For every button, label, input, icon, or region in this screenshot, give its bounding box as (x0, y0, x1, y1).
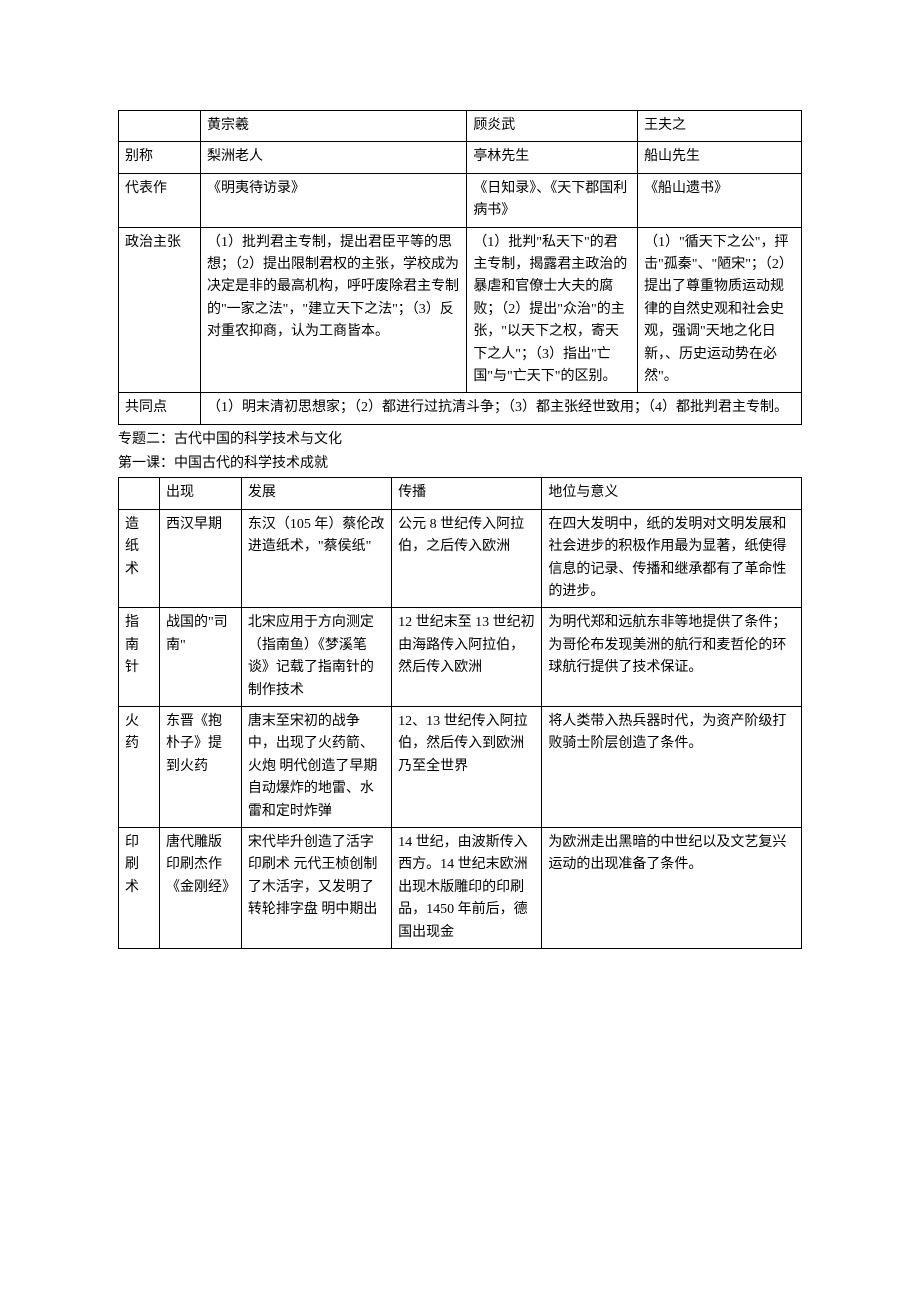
table-row: 火药 东晋《抱朴子》提到火药 唐末至宋初的战争中，出现了火药箭、火炮 明代创造了… (119, 706, 802, 827)
cell: 为明代郑和远航东非等地提供了条件；为哥伦布发现美洲的航行和麦哲伦的环球航行提供了… (542, 608, 802, 707)
cell: 北宋应用于方向测定（指南鱼）《梦溪笔谈》记载了指南针的制作技术 (241, 608, 391, 707)
cell (119, 111, 201, 142)
table-row: 别称 梨洲老人 亭林先生 船山先生 (119, 142, 802, 173)
cell: 传播 (392, 478, 542, 509)
thinkers-table: 黄宗羲 顾炎武 王夫之 别称 梨洲老人 亭林先生 船山先生 代表作 《明夷待访录… (118, 110, 802, 425)
cell: （1）批判"私天下"的君主专制，揭露君主政治的暴虐和官僚士大夫的腐败；（2）提出… (467, 227, 638, 393)
cell: 唐末至宋初的战争中，出现了火药箭、火炮 明代创造了早期自动爆炸的地雷、水雷和定时… (241, 706, 391, 827)
table-row: 出现 发展 传播 地位与意义 (119, 478, 802, 509)
cell: 共同点 (119, 393, 201, 424)
cell: 《日知录》、《天下郡国利病书》 (467, 173, 638, 227)
cell: 宋代毕升创造了活字印刷术 元代王桢创制了木活字，又发明了转轮排字盘 明中期出 (241, 827, 391, 948)
cell: 东晋《抱朴子》提到火药 (159, 706, 241, 827)
cell: 指南针 (119, 608, 160, 707)
cell: 地位与意义 (542, 478, 802, 509)
cell (119, 478, 160, 509)
table-row: 印刷术 唐代雕版印刷杰作《金刚经》 宋代毕升创造了活字印刷术 元代王桢创制了木活… (119, 827, 802, 948)
cell: 梨洲老人 (200, 142, 466, 173)
cell: 12、13 世纪传入阿拉伯，然后传入到欧洲乃至全世界 (392, 706, 542, 827)
cell: 船山先生 (638, 142, 802, 173)
table-row: 造纸术 西汉早期 东汉（105 年）蔡伦改进造纸术，"蔡侯纸" 公元 8 世纪传… (119, 509, 802, 608)
cell: 亭林先生 (467, 142, 638, 173)
cell: 别称 (119, 142, 201, 173)
cell: 东汉（105 年）蔡伦改进造纸术，"蔡侯纸" (241, 509, 391, 608)
cell: （1）"循天下之公"，抨击"孤秦"、"陋宋"；（2）提出了尊重物质运动规律的自然… (638, 227, 802, 393)
cell: 唐代雕版印刷杰作《金刚经》 (159, 827, 241, 948)
table-row: 政治主张 （1）批判君主专制，提出君臣平等的思想；（2）提出限制君权的主张，学校… (119, 227, 802, 393)
cell: 黄宗羲 (200, 111, 466, 142)
cell: 政治主张 (119, 227, 201, 393)
cell: 《明夷待访录》 (200, 173, 466, 227)
cell: 西汉早期 (159, 509, 241, 608)
cell: 发展 (241, 478, 391, 509)
cell: 王夫之 (638, 111, 802, 142)
cell: 将人类带入热兵器时代，为资产阶级打败骑士阶层创造了条件。 (542, 706, 802, 827)
inventions-table: 出现 发展 传播 地位与意义 造纸术 西汉早期 东汉（105 年）蔡伦改进造纸术… (118, 477, 802, 948)
cell: 公元 8 世纪传入阿拉伯，之后传入欧洲 (392, 509, 542, 608)
cell: 火药 (119, 706, 160, 827)
table-row: 代表作 《明夷待访录》 《日知录》、《天下郡国利病书》 《船山遗书》 (119, 173, 802, 227)
cell: 战国的"司南" (159, 608, 241, 707)
cell: 《船山遗书》 (638, 173, 802, 227)
cell: 12 世纪末至 13 世纪初由海路传入阿拉伯，然后传入欧洲 (392, 608, 542, 707)
table-row: 共同点 （1）明末清初思想家；（2）都进行过抗清斗争；（3）都主张经世致用；（4… (119, 393, 802, 424)
cell: 代表作 (119, 173, 201, 227)
cell: （1）明末清初思想家；（2）都进行过抗清斗争；（3）都主张经世致用；（4）都批判… (200, 393, 801, 424)
cell: 造纸术 (119, 509, 160, 608)
cell: 印刷术 (119, 827, 160, 948)
table-row: 指南针 战国的"司南" 北宋应用于方向测定（指南鱼）《梦溪笔谈》记载了指南针的制… (119, 608, 802, 707)
cell: 出现 (159, 478, 241, 509)
lesson-title: 第一课：中国古代的科学技术成就 (118, 453, 802, 475)
table-row: 黄宗羲 顾炎武 王夫之 (119, 111, 802, 142)
cell: （1）批判君主专制，提出君臣平等的思想；（2）提出限制君权的主张，学校成为决定是… (200, 227, 466, 393)
cell: 为欧洲走出黑暗的中世纪以及文艺复兴运动的出现准备了条件。 (542, 827, 802, 948)
cell: 14 世纪，由波斯传入西方。14 世纪末欧洲出现木版雕印的印刷品，1450 年前… (392, 827, 542, 948)
cell: 顾炎武 (467, 111, 638, 142)
cell: 在四大发明中，纸的发明对文明发展和社会进步的积极作用最为显著，纸使得信息的记录、… (542, 509, 802, 608)
section-title: 专题二：古代中国的科学技术与文化 (118, 429, 802, 451)
